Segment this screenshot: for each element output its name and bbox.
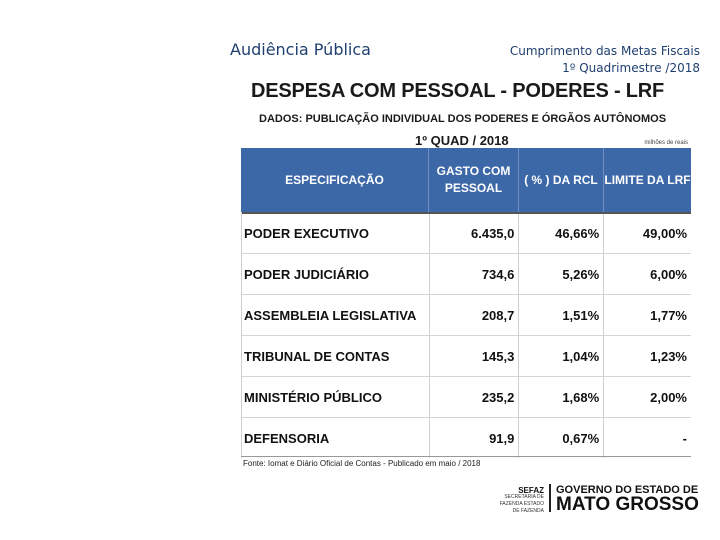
logo-divider: [549, 484, 551, 512]
row-limite: 2,00%: [650, 389, 687, 405]
table-row: MINISTÉRIO PÚBLICO 235,2 1,68% 2,00%: [242, 376, 691, 417]
row-limite: 1,23%: [650, 348, 687, 364]
expense-table-image: DESPESA COM PESSOAL - PODERES - LRF DADO…: [241, 78, 691, 484]
column-header-especificacao: ESPECIFICAÇÃO: [241, 148, 429, 212]
table-header: ESPECIFICAÇÃO GASTO COM PESSOAL ( % ) DA…: [241, 148, 691, 212]
column-header-gasto: GASTO COM PESSOAL: [429, 148, 519, 212]
unit-label: milhões de reais: [644, 140, 688, 146]
table-row: DEFENSORIA 91,9 0,67% -: [242, 417, 691, 458]
sefaz-logo: SEFAZ SECRETARIA DE FAZENDA ESTADO DE FA…: [498, 487, 544, 515]
row-limite: 1,77%: [650, 307, 687, 323]
presentation-subtitle: Cumprimento das Metas Fiscais 1º Quadrim…: [510, 43, 700, 77]
row-gasto: 145,3: [430, 336, 520, 376]
footer-divider: [241, 456, 691, 457]
sefaz-logo-subtext: SECRETARIA DE FAZENDA ESTADO DE FAZENDA: [499, 494, 544, 514]
table-row: PODER EXECUTIVO 6.435,0 46,66% 49,00%: [242, 212, 691, 253]
row-limite: 49,00%: [642, 226, 687, 241]
row-gasto: 208,7: [430, 295, 520, 335]
table-row: TRIBUNAL DE CONTAS 145,3 1,04% 1,23%: [242, 335, 691, 376]
row-pct: 5,26%: [519, 254, 605, 294]
row-pct: 1,51%: [519, 295, 605, 335]
row-gasto: 734,6: [430, 254, 520, 294]
presentation-title: Audiência Pública: [230, 40, 371, 59]
table-body: PODER EXECUTIVO 6.435,0 46,66% 49,00% PO…: [241, 212, 691, 458]
row-gasto: 235,2: [430, 377, 520, 417]
table-title: DESPESA COM PESSOAL - PODERES - LRF: [251, 80, 665, 102]
subtitle-line-2: 1º Quadrimestre /2018: [562, 61, 700, 75]
row-pct: 1,68%: [519, 377, 605, 417]
row-name: MINISTÉRIO PÚBLICO: [242, 377, 430, 417]
table-row: ASSEMBLEIA LEGISLATIVA 208,7 1,51% 1,77%: [242, 294, 691, 335]
sefaz-logo-text: SEFAZ: [518, 486, 544, 495]
government-logo-line-2: MATO GROSSO: [556, 494, 699, 515]
row-limite: 6,00%: [650, 266, 687, 282]
period-label: 1º QUAD / 2018: [415, 133, 509, 148]
row-name: TRIBUNAL DE CONTAS: [242, 336, 430, 376]
row-name: PODER EXECUTIVO: [242, 214, 430, 253]
table-row: PODER JUDICIÁRIO 734,6 5,26% 6,00%: [242, 253, 691, 294]
column-header-pct-rcl: ( % ) DA RCL: [519, 148, 604, 212]
table-subtitle: DADOS: PUBLICAÇÃO INDIVIDUAL DOS PODERES…: [259, 113, 667, 125]
row-pct: 46,66%: [519, 214, 605, 253]
row-limite: -: [682, 430, 687, 446]
row-gasto: 6.435,0: [430, 214, 520, 253]
source-note: Fonte: Iomat e Diário Oficial de Contas …: [243, 459, 481, 468]
row-pct: 0,67%: [519, 418, 605, 458]
row-pct: 1,04%: [519, 336, 605, 376]
row-name: PODER JUDICIÁRIO: [242, 254, 430, 294]
government-logo-line-1: GOVERNO DO ESTADO DE: [556, 484, 699, 496]
row-name: DEFENSORIA: [242, 418, 430, 458]
row-gasto: 91,9: [430, 418, 520, 458]
row-name: ASSEMBLEIA LEGISLATIVA: [242, 295, 430, 335]
subtitle-line-1: Cumprimento das Metas Fiscais: [509, 44, 700, 58]
column-header-limite: LIMITE DA LRF: [604, 172, 691, 187]
